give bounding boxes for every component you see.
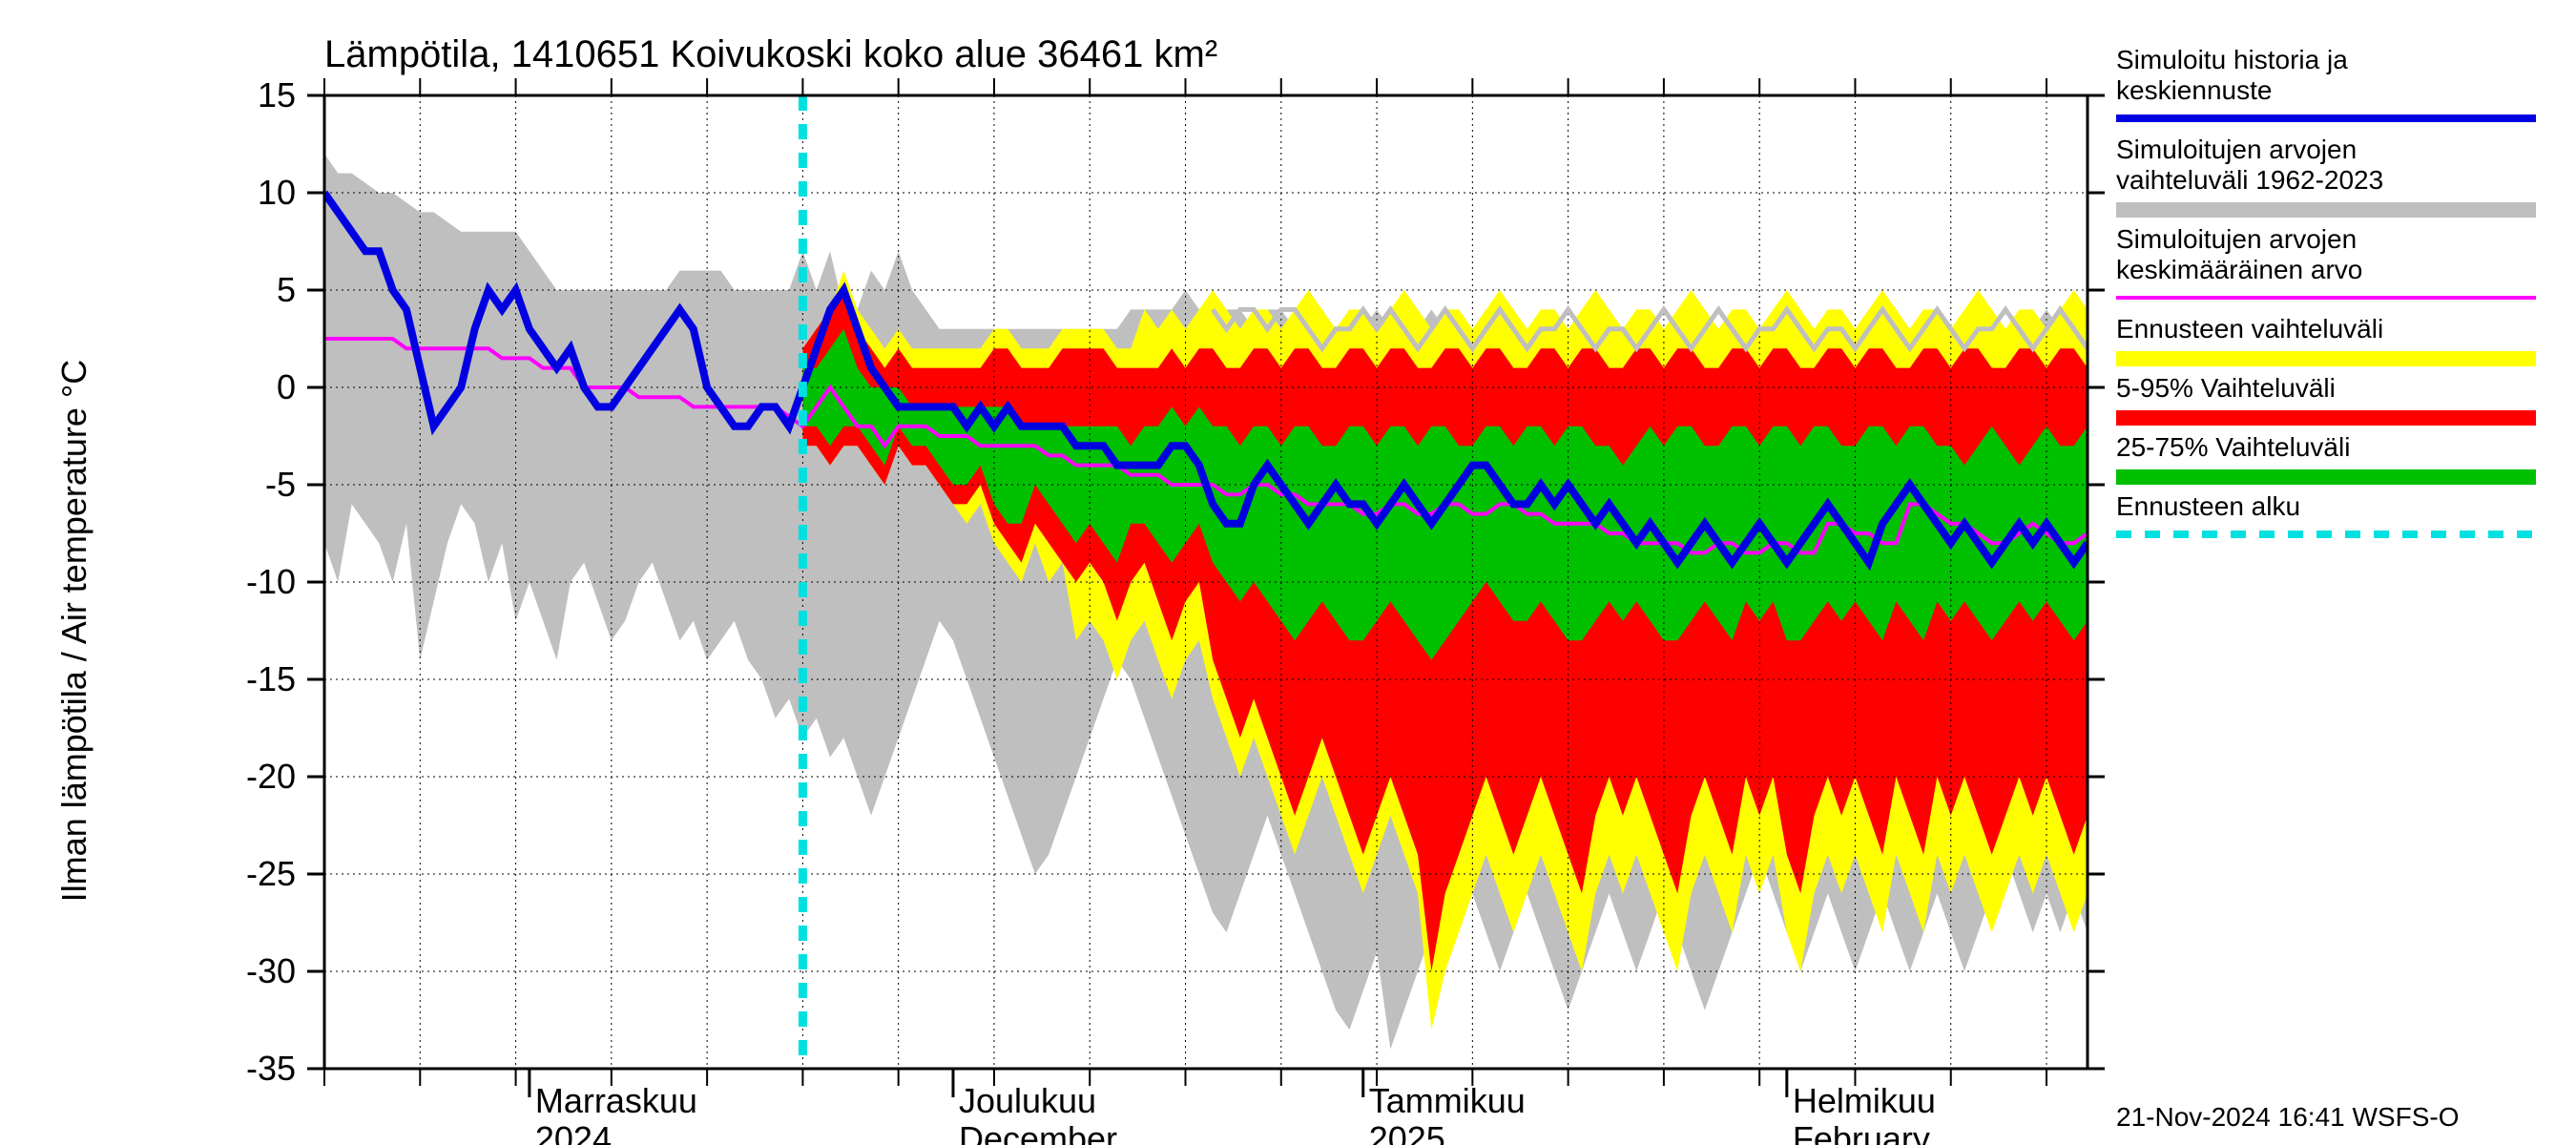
y-axis-label: Ilman lämpötila / Air temperature °C [54,360,93,903]
x-tick-label-top: Marraskuu [535,1081,697,1120]
x-tick-label-bottom: December [959,1119,1117,1145]
x-tick-label-top: Tammikuu [1369,1081,1526,1120]
legend-label: Simuloitu historia ja [2116,45,2348,74]
x-tick-label-bottom: February [1793,1119,1930,1145]
legend-label: 25-75% Vaihteluväli [2116,432,2350,462]
y-tick-label: -35 [246,1049,296,1088]
x-tick-label-bottom: 2025 [1369,1119,1445,1145]
legend-label: Ennusteen vaihteluväli [2116,314,2383,344]
legend-label: vaihteluväli 1962-2023 [2116,165,2383,195]
y-tick-label: 0 [277,367,296,406]
plot-group [324,95,2088,1069]
legend-swatch-band [2116,410,2536,426]
legend-label: Ennusteen alku [2116,491,2300,521]
y-tick-label: -15 [246,659,296,698]
chart-container: -35 -30 -25 -20 -15 -10 -5 0 5 10 15 Marraskuu2024 J… [0,0,2576,1145]
x-tick-label-top: Helmikuu [1793,1081,1936,1120]
legend-label: keskimääräinen arvo [2116,255,2362,284]
legend-label: Simuloitujen arvojen [2116,135,2357,164]
y-tick-label: 15 [258,75,296,114]
x-tick-label-bottom: 2024 [535,1119,612,1145]
y-tick-label: -30 [246,951,296,990]
chart-title: Lämpötila, 1410651 Koivukoski koko alue … [324,33,1217,75]
y-tick-label: -20 [246,757,296,796]
legend-swatch-band [2116,469,2536,485]
y-tick-label: 10 [258,173,296,212]
y-tick-label: -25 [246,854,296,893]
legend-swatch-band [2116,351,2536,366]
y-tick-label: -5 [265,465,296,504]
y-tick-label: 5 [277,270,296,309]
y-tick-label: -10 [246,562,296,601]
legend-label: keskiennuste [2116,75,2272,105]
legend-swatch-band [2116,202,2536,218]
x-tick-label-top: Joulukuu [959,1081,1096,1120]
chart-svg: -35 -30 -25 -20 -15 -10 -5 0 5 10 15 Marraskuu2024 J… [0,0,2576,1145]
legend-label: Simuloitujen arvojen [2116,224,2357,254]
legend-label: 5-95% Vaihteluväli [2116,373,2336,403]
chart-footer: 21-Nov-2024 16:41 WSFS-O [2116,1102,2460,1132]
